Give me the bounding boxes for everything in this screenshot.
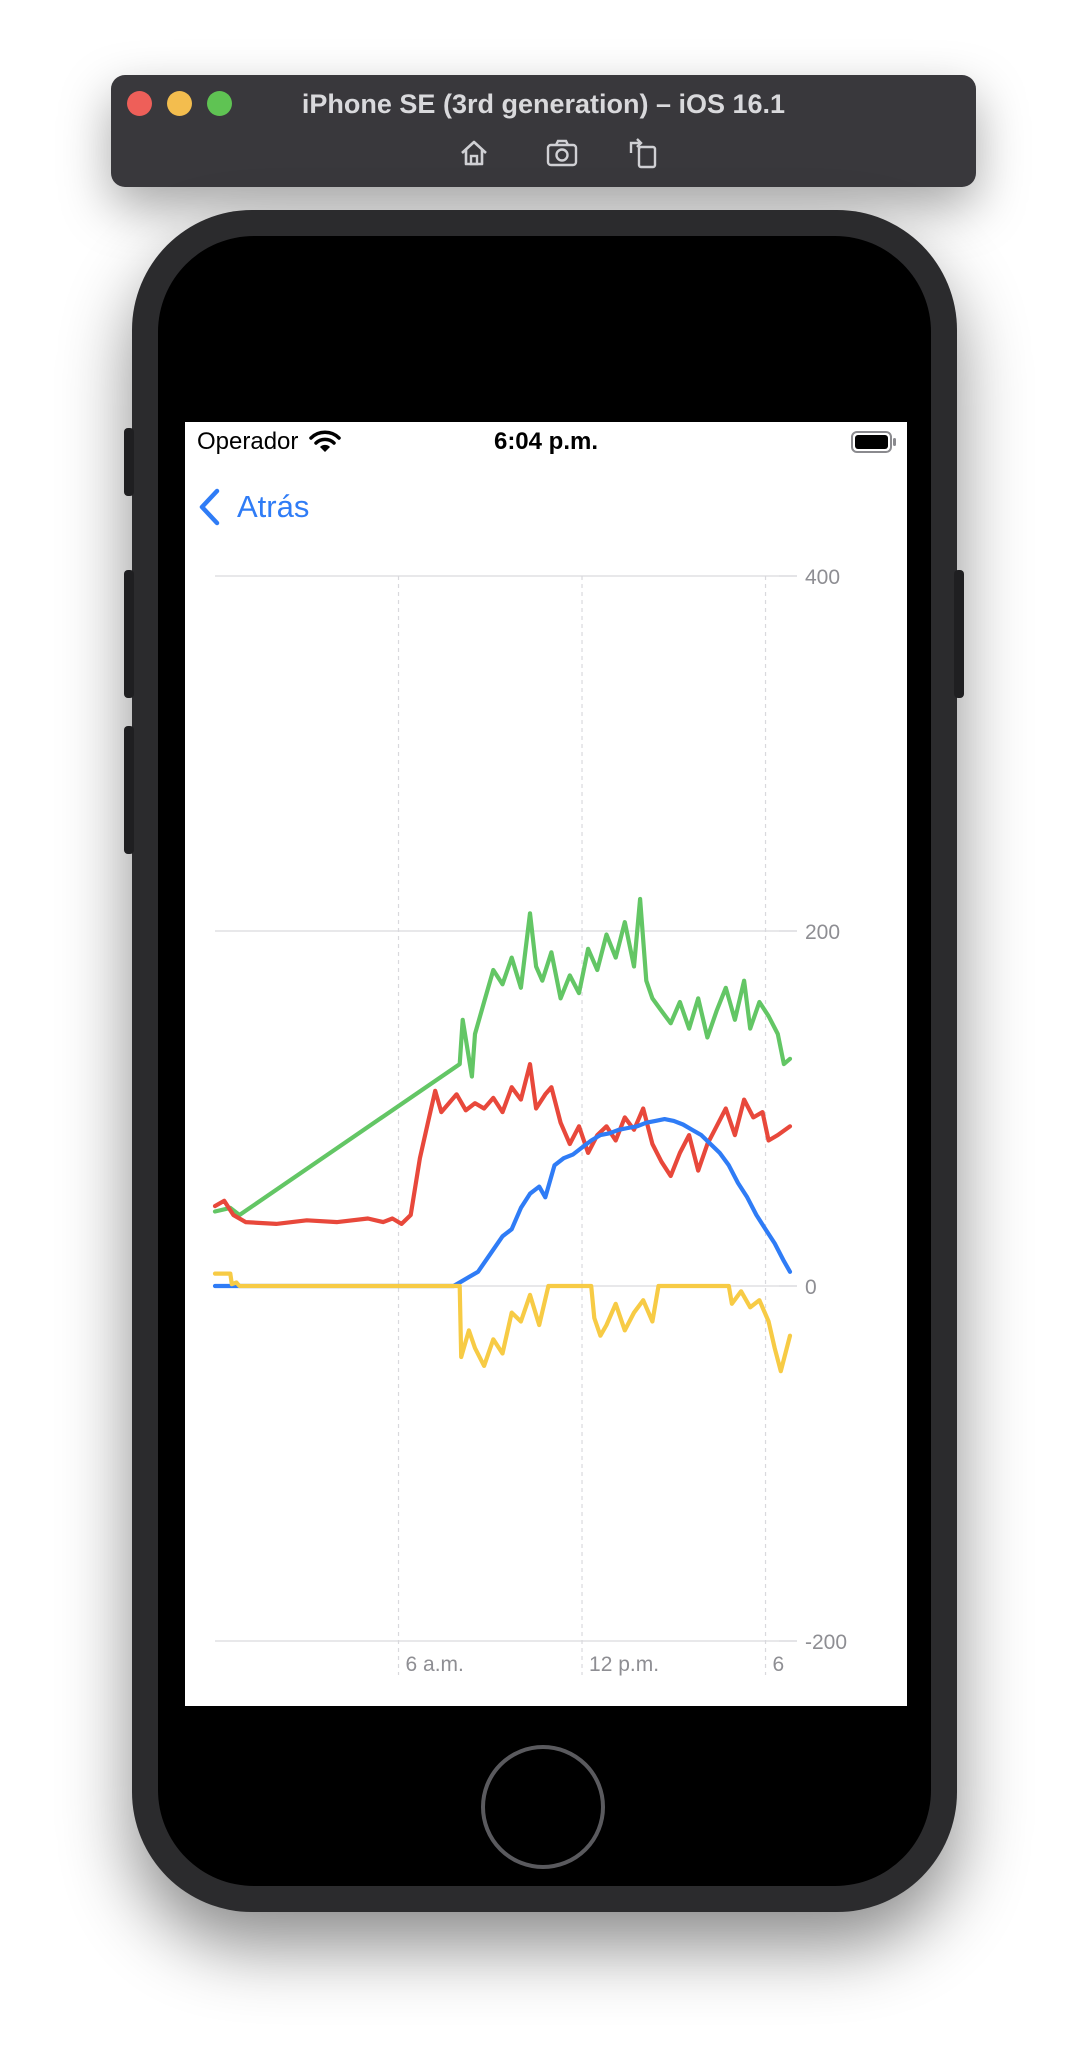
line-chart: 400 200 0 -200 6 a.m. 12 p.m. 6 — [212, 566, 847, 1676]
zoom-window-button[interactable] — [207, 91, 232, 116]
volume-up-button — [124, 570, 134, 698]
home-button[interactable] — [481, 1745, 605, 1869]
wifi-icon — [309, 430, 341, 452]
simulator-title-bar: iPhone SE (3rd generation) – iOS 16.1 — [111, 75, 976, 187]
x-tick-label: 6 a.m. — [406, 1653, 464, 1676]
chevron-left-icon — [199, 488, 220, 526]
y-tick-label: 400 — [805, 566, 840, 589]
series-line-1 — [212, 896, 793, 1218]
minimize-window-button[interactable] — [167, 91, 192, 116]
x-tick-label: 12 p.m. — [589, 1653, 659, 1676]
status-time: 6:04 p.m. — [493, 428, 599, 455]
back-button[interactable]: Atrás — [197, 482, 309, 532]
power-button — [954, 570, 964, 698]
volume-down-button — [124, 726, 134, 854]
simulator-title: iPhone SE (3rd generation) – iOS 16.1 — [301, 89, 786, 119]
status-bar: Operador 6:04 p.m. — [185, 422, 907, 462]
x-tick-label: 6 — [773, 1653, 785, 1676]
battery-icon — [851, 431, 896, 453]
y-tick-label: 200 — [805, 921, 840, 944]
rotate-icon[interactable] — [623, 133, 663, 173]
y-tick-label: -200 — [805, 1631, 847, 1654]
series-line-2 — [212, 1061, 793, 1227]
app-screen: Operador 6:04 p.m. Atrás 400 200 0 -200 6 a.… — [185, 422, 907, 1706]
close-window-button[interactable] — [127, 91, 152, 116]
series-line-3 — [212, 1116, 793, 1289]
mute-switch — [124, 428, 134, 496]
y-tick-label: 0 — [805, 1276, 817, 1299]
series-line-4 — [212, 1271, 793, 1374]
home-icon[interactable] — [454, 133, 494, 173]
carrier-label: Operador — [197, 428, 299, 455]
screenshot-icon[interactable] — [542, 133, 582, 173]
back-button-label: Atrás — [237, 489, 310, 524]
